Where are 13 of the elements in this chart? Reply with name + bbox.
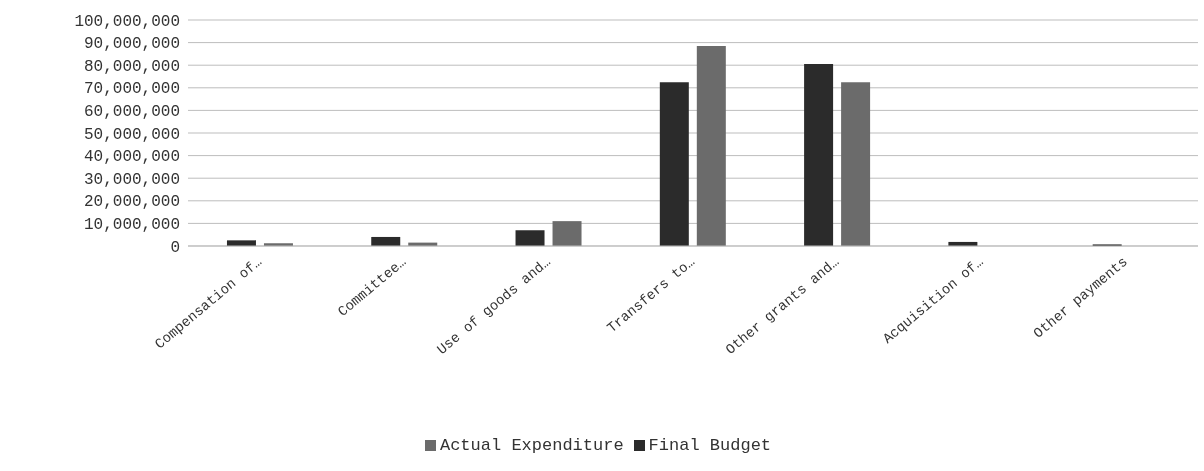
- y-tick-label: 100,000,000: [74, 12, 180, 31]
- y-tick-label: 60,000,000: [83, 103, 180, 122]
- legend-label: Actual Expenditure: [439, 436, 624, 455]
- y-tick-label: 0: [170, 238, 180, 257]
- y-tick-label: 20,000,000: [83, 193, 180, 212]
- y-tick-label: 70,000,000: [83, 80, 180, 99]
- y-tick-label: 40,000,000: [83, 148, 180, 167]
- y-tick-label: 90,000,000: [83, 35, 180, 54]
- y-tick-label: 30,000,000: [83, 170, 180, 189]
- y-tick-label: 80,000,000: [83, 57, 180, 76]
- legend-label: Final Budget: [648, 436, 772, 455]
- y-tick-label: 50,000,000: [83, 125, 180, 144]
- y-tick-label: 10,000,000: [83, 216, 180, 235]
